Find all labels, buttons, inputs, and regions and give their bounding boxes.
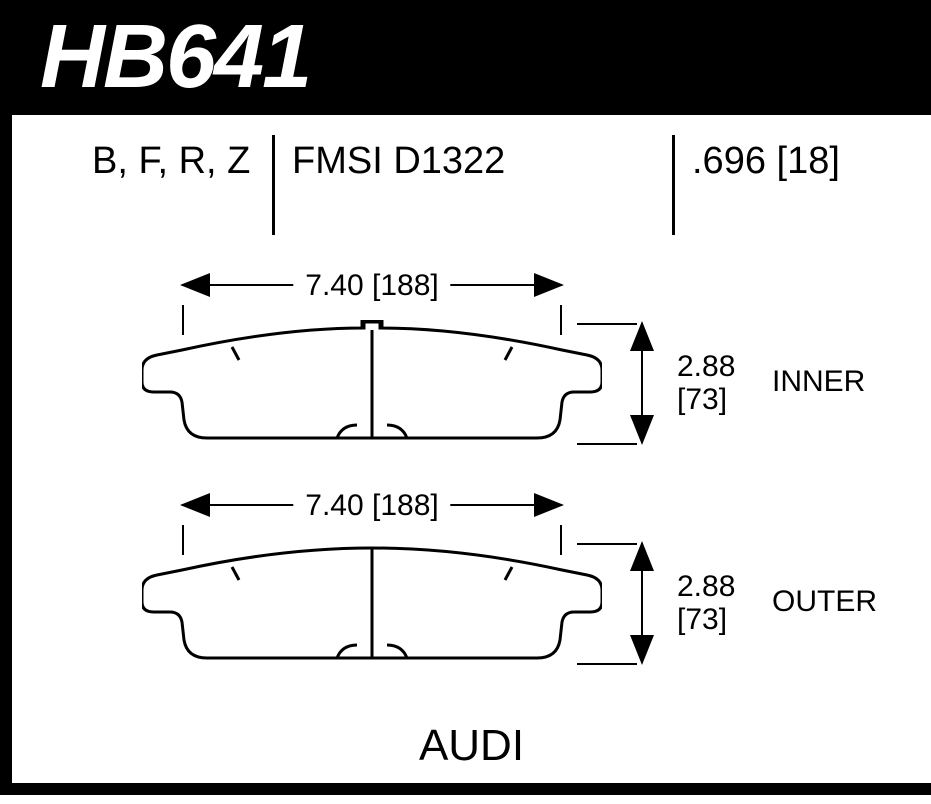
part-number: HB641 xyxy=(40,6,310,109)
arrow-down-icon xyxy=(630,415,654,445)
ext-line xyxy=(577,663,637,665)
thickness-spec: .696 [18] xyxy=(692,140,840,183)
inner-label: INNER xyxy=(772,365,865,399)
outer-height-dim xyxy=(622,543,662,663)
arrow-left-icon xyxy=(180,493,210,517)
outer-pad-shape xyxy=(142,540,602,670)
outer-height-value: 2.88 [73] xyxy=(677,570,735,636)
inner-height-mm: [73] xyxy=(677,383,727,416)
arrow-right-icon xyxy=(534,273,564,297)
separator-1 xyxy=(272,135,275,235)
arrow-down-icon xyxy=(630,635,654,665)
outer-pad-group: 7.40 [188] 2.88 [73] xyxy=(142,485,862,685)
inner-width-value: 7.40 [188] xyxy=(293,269,450,303)
inner-height-in: 2.88 xyxy=(677,350,735,383)
spec-row: B, F, R, Z FMSI D1322 .696 [18] xyxy=(12,135,931,235)
fmsi-spec: FMSI D1322 xyxy=(292,140,505,183)
separator-2 xyxy=(672,135,675,235)
header-bar: HB641 xyxy=(0,0,931,115)
outer-height-mm: [73] xyxy=(677,603,727,636)
arrow-up-icon xyxy=(630,321,654,351)
arrow-right-icon xyxy=(534,493,564,517)
inner-pad-shape xyxy=(142,320,602,450)
diagram-area: 7.40 [188] 2.88 [73] xyxy=(142,265,862,705)
inner-width-dim: 7.40 [188] xyxy=(182,265,562,305)
arrow-left-icon xyxy=(180,273,210,297)
outer-width-dim: 7.40 [188] xyxy=(182,485,562,525)
outer-label: OUTER xyxy=(772,585,877,619)
inner-height-value: 2.88 [73] xyxy=(677,350,735,416)
brand-label: AUDI xyxy=(12,721,931,771)
outer-height-in: 2.88 xyxy=(677,570,735,603)
ext-line xyxy=(577,443,637,445)
inner-pad-group: 7.40 [188] 2.88 [73] xyxy=(142,265,862,465)
spec-body: B, F, R, Z FMSI D1322 .696 [18] 7.40 [18… xyxy=(0,115,931,795)
inner-height-dim xyxy=(622,323,662,443)
arrow-up-icon xyxy=(630,541,654,571)
outer-width-value: 7.40 [188] xyxy=(293,489,450,523)
compounds-spec: B, F, R, Z xyxy=(92,140,250,183)
